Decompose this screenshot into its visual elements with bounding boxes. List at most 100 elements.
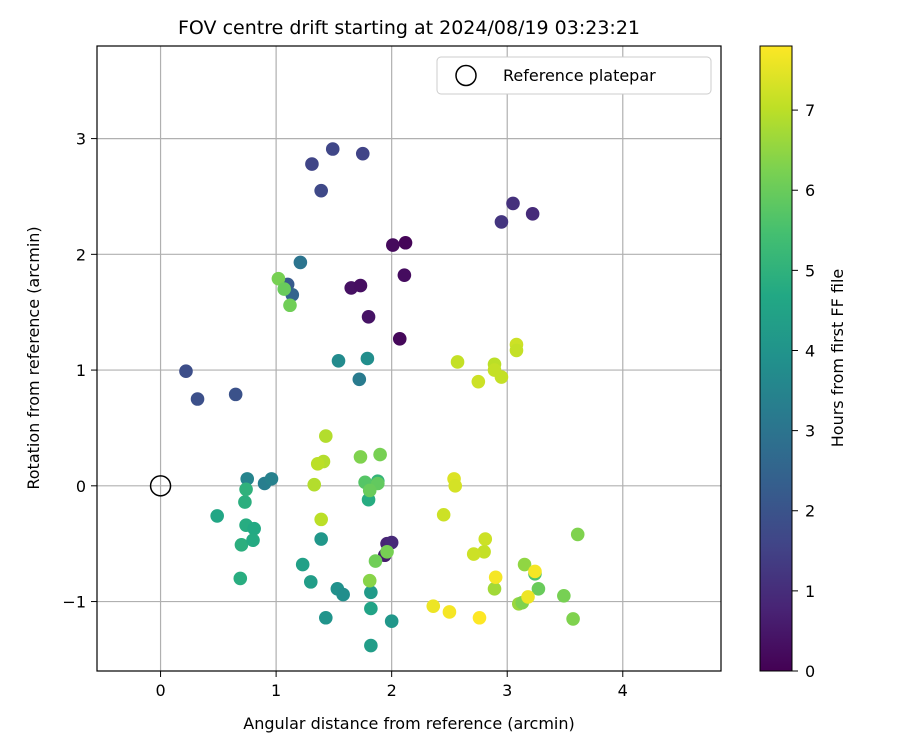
data-point [509, 343, 524, 358]
data-point [247, 521, 261, 536]
data-point [331, 354, 346, 368]
y-axis-ticks: −1 0 1 2 3 [62, 130, 97, 612]
data-point [228, 387, 243, 402]
data-point [314, 183, 328, 198]
y-tick-label: 2 [76, 245, 86, 264]
data-point [471, 374, 486, 389]
data-point [233, 571, 248, 586]
data-point [368, 554, 383, 568]
data-point [472, 610, 487, 625]
data-point [352, 372, 367, 387]
data-point [450, 355, 465, 369]
legend: Reference platepar [436, 56, 712, 95]
colorbar-ticks: 0 1 2 3 4 5 6 7 [792, 101, 815, 681]
chart-title: FOV centre drift starting at 2024/08/19 … [178, 17, 640, 39]
colorbar-tick-label: 7 [805, 101, 815, 120]
data-point [234, 538, 249, 552]
data-point [310, 457, 325, 471]
data-point [353, 278, 368, 293]
data-point [314, 512, 328, 527]
data-points [179, 142, 585, 653]
y-tick-label: 0 [76, 477, 86, 496]
data-point [448, 479, 463, 493]
data-point [521, 590, 535, 604]
data-point [506, 196, 520, 211]
data-point [271, 271, 286, 286]
y-tick-label: 3 [76, 130, 86, 149]
colorbar: 0 1 2 3 4 5 6 7 Hours from first FF file [759, 45, 847, 681]
data-point [353, 450, 368, 464]
data-point [488, 570, 503, 585]
data-point [436, 507, 451, 522]
colorbar-tick-label: 6 [805, 181, 815, 200]
data-point [466, 547, 481, 561]
data-point [179, 364, 193, 379]
colorbar-tick-label: 4 [805, 341, 815, 360]
data-point [277, 282, 292, 296]
colorbar-tick-label: 2 [805, 502, 815, 521]
data-point [397, 268, 412, 282]
reference-marker [149, 475, 172, 497]
y-tick-label: 1 [76, 361, 86, 380]
data-point [283, 298, 297, 313]
data-point [305, 157, 319, 171]
data-point [303, 575, 318, 589]
data-point [239, 482, 253, 497]
data-point [528, 564, 542, 579]
data-point [566, 612, 580, 626]
x-tick-label: 0 [155, 681, 165, 700]
colorbar-gradient [759, 45, 793, 672]
data-point [246, 533, 260, 548]
colorbar-tick-label: 5 [805, 261, 815, 280]
data-point [487, 582, 502, 596]
data-point [360, 351, 375, 366]
data-point [240, 472, 255, 486]
data-point [325, 142, 340, 156]
x-tick-label: 2 [387, 681, 397, 700]
data-point [442, 605, 457, 619]
data-point [364, 585, 378, 600]
data-point [494, 370, 509, 384]
x-axis-ticks: 0 1 2 3 4 [155, 671, 628, 700]
colorbar-tick-label: 0 [805, 662, 815, 681]
data-point [373, 447, 387, 462]
data-point [319, 429, 333, 443]
data-point [362, 573, 377, 588]
data-point [398, 235, 413, 250]
data-point [190, 392, 205, 406]
data-point [392, 332, 407, 346]
colorbar-label: Hours from first FF file [828, 269, 847, 448]
data-point [364, 638, 378, 653]
data-point [364, 601, 378, 616]
data-point [264, 472, 279, 486]
x-tick-label: 1 [271, 681, 281, 700]
data-point [525, 207, 540, 221]
colorbar-tick-label: 3 [805, 422, 815, 441]
data-point [426, 599, 441, 613]
data-point [386, 238, 400, 252]
y-tick-label: −1 [62, 593, 86, 612]
data-point [355, 146, 370, 161]
data-point [210, 509, 224, 523]
x-tick-label: 4 [618, 681, 628, 700]
data-point [384, 614, 399, 629]
data-point [517, 557, 532, 572]
data-point [494, 215, 509, 229]
data-point [557, 588, 571, 603]
legend-label: Reference platepar [503, 66, 656, 85]
x-axis-label: Angular distance from reference (arcmin) [243, 714, 574, 733]
data-point [314, 532, 328, 546]
plot-area [97, 46, 721, 671]
x-tick-label: 3 [502, 681, 512, 700]
y-axis-label: Rotation from reference (arcmin) [24, 226, 43, 489]
data-point [307, 477, 322, 492]
colorbar-tick-label: 1 [805, 582, 815, 601]
data-point [477, 544, 491, 559]
data-point [531, 582, 546, 596]
data-point [478, 532, 493, 546]
data-point [238, 495, 252, 509]
grid-lines [97, 46, 721, 671]
legend-box [436, 56, 712, 95]
data-point [336, 587, 350, 602]
